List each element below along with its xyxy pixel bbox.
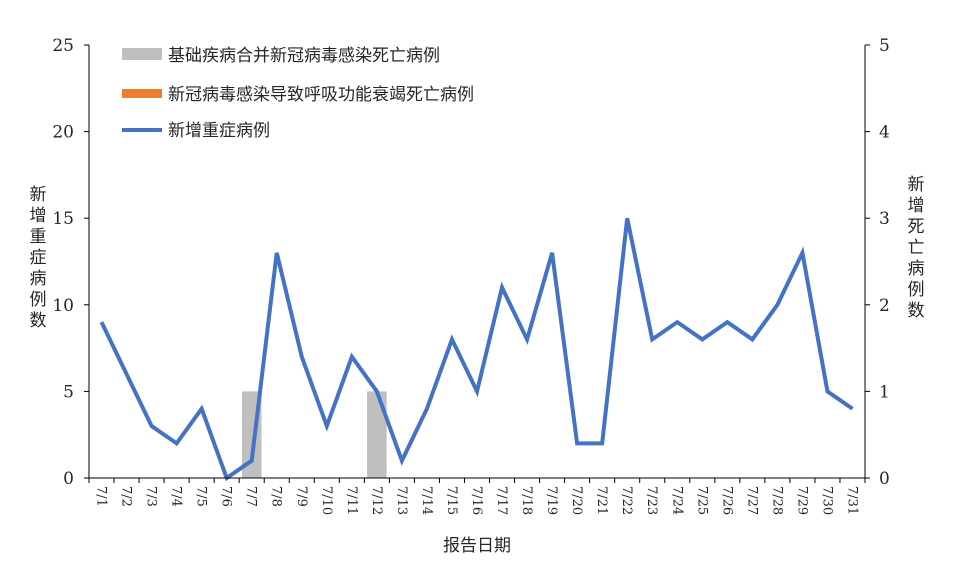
axes (89, 45, 865, 478)
x-tick-label: 7/22 (619, 486, 634, 515)
legend-swatch-respiratory-deaths (122, 89, 162, 98)
x-tick-label: 7/23 (644, 486, 659, 515)
x-tick-label: 7/29 (794, 486, 809, 515)
y-left-tick-label: 15 (52, 209, 74, 229)
x-tick-label: 7/14 (419, 486, 434, 515)
x-tick-label: 7/30 (819, 486, 834, 515)
y-right-tick-label: 1 (879, 382, 890, 402)
x-tick-label: 7/9 (294, 486, 309, 507)
x-tick-label: 7/31 (844, 486, 859, 515)
y-left-tick-label: 25 (52, 36, 74, 56)
y-left-tick-label: 10 (52, 296, 74, 316)
x-tick-label: 7/16 (469, 486, 484, 515)
y-axis-left-title: 新增重症病例数 (30, 185, 47, 331)
y-right-tick-label: 3 (879, 209, 890, 229)
y-right-tick-label: 5 (879, 36, 890, 56)
x-tick-label: 7/8 (269, 486, 284, 507)
y-right-tick-label: 0 (879, 469, 890, 489)
line-series-severe-cases (102, 218, 853, 478)
y-right-tick-label: 2 (879, 296, 890, 316)
x-tick-label: 7/18 (519, 486, 534, 515)
x-tick-label: 7/11 (344, 486, 359, 515)
x-tick-label: 7/4 (169, 486, 184, 507)
x-tick-label: 7/17 (494, 486, 509, 515)
x-tick-label: 7/12 (369, 486, 384, 515)
bar-0-7/12 (367, 391, 387, 478)
y-right-tick-label: 4 (879, 123, 890, 143)
x-tick-label: 7/28 (769, 486, 784, 515)
x-tick-label: 7/13 (394, 486, 409, 515)
x-tick-label: 7/2 (119, 486, 134, 507)
x-tick-label: 7/6 (219, 486, 234, 507)
y-left-tick-label: 20 (52, 123, 74, 143)
x-tick-label: 7/26 (719, 486, 734, 515)
x-tick-label: 7/24 (669, 486, 684, 515)
legend-swatch-chronic-deaths (122, 48, 162, 60)
x-tick-label: 7/19 (544, 486, 559, 515)
x-tick-label: 7/5 (194, 486, 209, 507)
legend-label-chronic-deaths: 基础疾病合并新冠病毒感染死亡病例 (168, 46, 440, 66)
x-tick-label: 7/25 (694, 486, 709, 515)
x-axis-title: 报告日期 (443, 536, 511, 556)
y-left-tick-label: 0 (63, 469, 74, 489)
x-tick-label: 7/3 (144, 486, 159, 507)
x-tick-label: 7/21 (594, 486, 609, 515)
x-tick-label: 7/27 (744, 486, 759, 515)
plot-area (101, 218, 852, 478)
legend-label-respiratory-deaths: 新冠病毒感染导致呼吸功能衰竭死亡病例 (168, 85, 474, 105)
x-tick-label: 7/10 (319, 486, 334, 515)
y-axis-right-title: 新增死亡病例数 (908, 175, 925, 321)
legend-label-severe-cases: 新增重症病例 (168, 121, 270, 141)
x-tick-label: 7/7 (244, 486, 259, 507)
x-tick-label: 7/1 (94, 486, 109, 507)
legend: 基础疾病合并新冠病毒感染死亡病例 新冠病毒感染导致呼吸功能衰竭死亡病例 新增重症… (122, 46, 474, 141)
x-tick-label: 7/20 (569, 486, 584, 515)
x-tick-label: 7/15 (444, 486, 459, 515)
y-left-tick-label: 5 (63, 382, 74, 402)
